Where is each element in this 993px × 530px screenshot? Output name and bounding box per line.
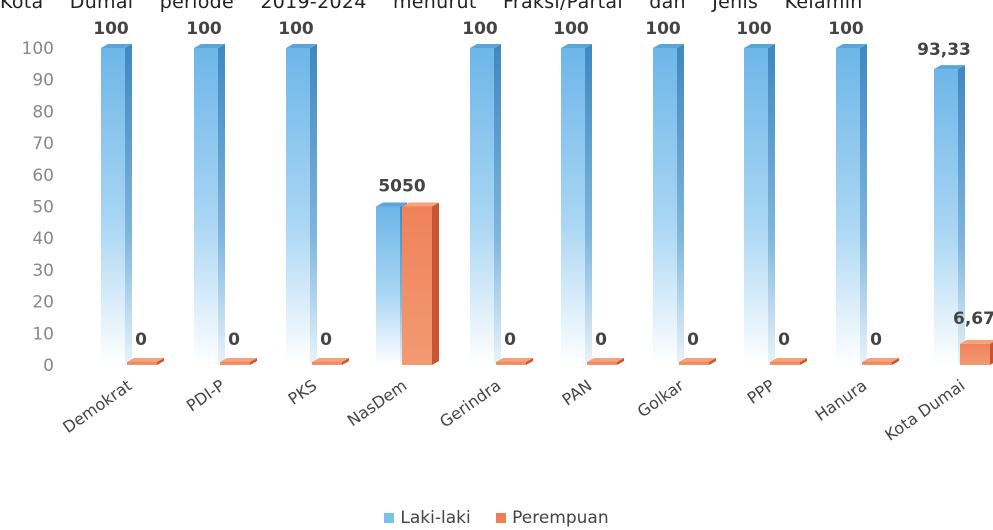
x-tick-label-4: Gerindra: [436, 376, 504, 432]
bar-perempuan-5: [587, 358, 624, 365]
legend-swatch-laki-laki: [384, 513, 395, 523]
x-tick-label-3: NasDem: [344, 376, 410, 430]
value-label-perempuan-7: 0: [778, 330, 790, 350]
value-label-laki-laki-2: 100: [278, 19, 314, 39]
value-label-perempuan-5: 0: [595, 330, 607, 350]
y-tick-label-6: 60: [32, 166, 54, 186]
bar-laki-laki-7: [744, 44, 775, 365]
bar-perempuan-0: [127, 358, 164, 365]
bar-laki-laki-6: [653, 44, 684, 365]
bar-perempuan-3: [402, 202, 439, 365]
bar-perempuan-6: [679, 358, 716, 365]
value-label-perempuan-2: 0: [320, 330, 332, 350]
y-tick-label-4: 40: [32, 229, 54, 249]
y-tick-label-1: 10: [32, 324, 54, 344]
y-tick-label-5: 50: [32, 198, 54, 218]
legend-label-laki-laki: Laki-laki: [400, 508, 471, 528]
y-axis: 0 10 20 30 40 50 60 70 80 90 100: [22, 39, 54, 376]
value-label-perempuan-0: 0: [135, 330, 147, 350]
x-tick-label-6: Golkar: [634, 375, 688, 421]
value-label-laki-laki-1: 100: [186, 19, 222, 39]
value-label-perempuan-6: 0: [687, 330, 699, 350]
y-tick-label-2: 20: [32, 293, 54, 313]
legend-label-perempuan: Perempuan: [512, 508, 609, 528]
value-label-laki-laki-7: 100: [736, 19, 772, 39]
y-tick-label-10: 100: [22, 39, 54, 59]
bar-laki-laki-5: [561, 44, 592, 365]
x-tick-label-5: PAN: [559, 376, 596, 410]
x-tick-label-9: Kota Dumai: [881, 376, 968, 445]
bar-laki-laki-1: [194, 44, 225, 365]
value-label-nasdem: 5050: [378, 177, 425, 197]
bar-laki-laki-9: [934, 65, 965, 366]
value-label-perempuan-8: 0: [870, 330, 882, 350]
bar-group: [101, 44, 993, 366]
value-label-laki-laki-6: 100: [645, 19, 681, 39]
x-axis: Demokrat PDI-P PKS NasDem Gerindra PAN Golkar P…: [59, 375, 968, 444]
y-tick-label-3: 30: [32, 261, 54, 281]
x-tick-label-0: Demokrat: [59, 376, 135, 437]
bar-laki-laki-8: [836, 44, 867, 365]
x-tick-label-2: PKS: [285, 376, 321, 409]
value-label-laki-laki-9: 93,33: [917, 40, 971, 60]
legend: Laki-laki Perempuan: [0, 508, 993, 528]
y-tick-label-0: 0: [43, 356, 54, 376]
bar-laki-laki-3: [376, 202, 407, 365]
chart-title-fragment: Kota Dumai periode 2019-2024 menurut Fra…: [0, 0, 863, 13]
value-label-laki-laki-8: 100: [828, 19, 864, 39]
bar-perempuan-8: [862, 358, 899, 365]
x-tick-label-1: PDI-P: [183, 376, 229, 416]
bar-perempuan-2: [312, 358, 349, 365]
y-tick-label-7: 70: [32, 134, 54, 154]
bar-perempuan-9: [960, 339, 993, 365]
x-tick-label-7: PPP: [744, 376, 779, 408]
legend-swatch-perempuan: [496, 513, 507, 523]
value-label-perempuan-4: 0: [504, 330, 516, 350]
bar-laki-laki-4: [470, 44, 501, 365]
x-tick-label-8: Hanura: [811, 376, 870, 425]
value-label-laki-laki-5: 100: [553, 19, 589, 39]
bar-perempuan-4: [496, 358, 533, 365]
bar-laki-laki-0: [101, 44, 132, 365]
value-labels: 100 0 100 0 100 0 5050 100 0 100 0 100 0 100 0 100 0 93,3…: [93, 19, 993, 350]
y-tick-label-8: 80: [32, 102, 54, 122]
legend-item-perempuan: Perempuan: [496, 508, 609, 528]
bar-perempuan-1: [220, 358, 257, 365]
legend-item-laki-laki: Laki-laki: [384, 508, 471, 528]
value-label-perempuan-9: 6,67: [953, 309, 993, 329]
value-label-laki-laki-0: 100: [93, 19, 129, 39]
y-tick-label-9: 90: [32, 71, 54, 91]
bar-perempuan-7: [770, 358, 807, 365]
bar-laki-laki-2: [286, 44, 317, 365]
value-label-laki-laki-4: 100: [462, 19, 498, 39]
value-label-perempuan-1: 0: [228, 330, 240, 350]
